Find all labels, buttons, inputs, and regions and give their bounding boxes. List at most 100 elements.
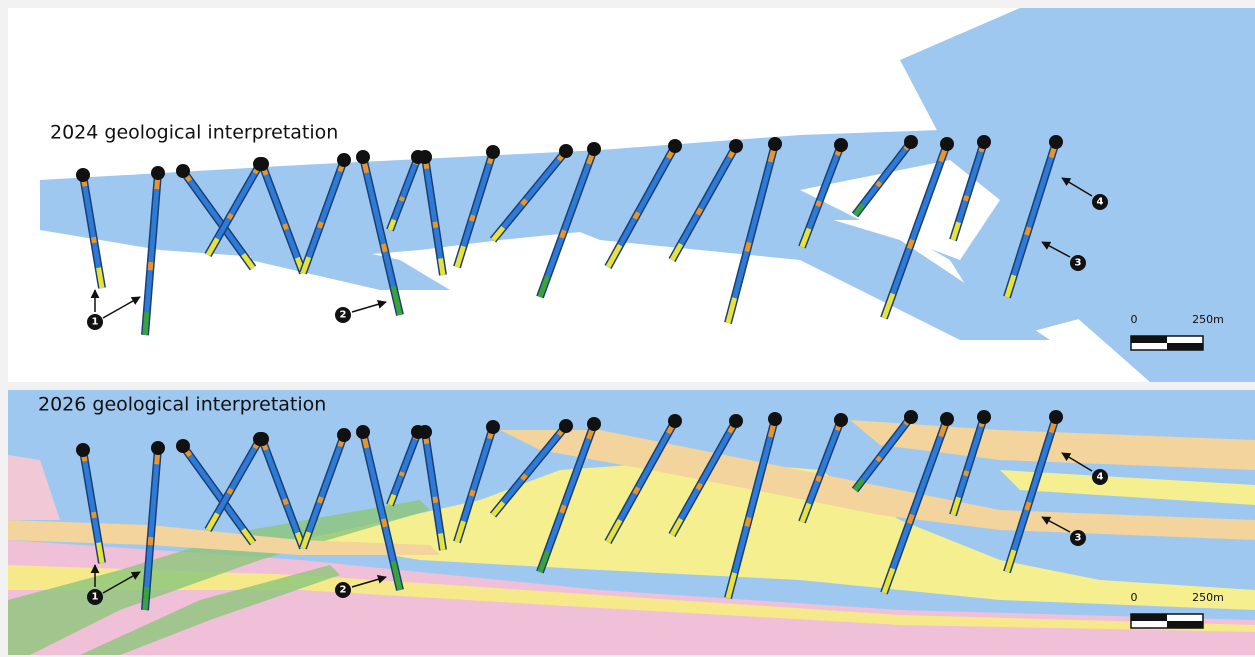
panel-2026: 2026 geological interpretation: [8, 390, 1255, 655]
drillhole: [387, 431, 421, 506]
drillhole: [387, 156, 421, 231]
drillhole-interval: [963, 470, 970, 477]
drillhole: [180, 169, 256, 270]
drillhole-interval: [1004, 549, 1017, 573]
collar: [356, 425, 370, 439]
drillhole: [537, 423, 597, 573]
callout-badge: [1070, 255, 1086, 271]
collar: [587, 417, 601, 431]
collar: [255, 157, 269, 171]
drillhole-interval: [205, 512, 220, 532]
callout-label: 4: [1097, 472, 1104, 483]
drillhole: [1004, 416, 1059, 573]
drillhole-interval: [632, 486, 641, 495]
drillhole-interval: [387, 493, 397, 506]
drillhole: [300, 159, 347, 274]
drillhole-interval: [491, 500, 506, 517]
scale-bar-segment: [1131, 614, 1167, 621]
collar: [176, 439, 190, 453]
drillhole-interval: [226, 487, 234, 495]
drillhole-interval: [147, 261, 154, 271]
callout-arrow: [351, 574, 387, 588]
callout-label: 1: [92, 592, 99, 603]
scale-start: 0: [1131, 313, 1138, 326]
drillhole-interval: [744, 241, 752, 253]
drillhole-interval: [380, 518, 388, 528]
drillhole-interval: [744, 516, 752, 528]
callout-badge: [1070, 530, 1086, 546]
drillholes: [76, 135, 1063, 336]
collar: [834, 413, 848, 427]
drillhole-interval: [390, 560, 403, 591]
drillhole-interval: [226, 212, 234, 220]
collar: [151, 441, 165, 455]
callout-arrow: [1041, 241, 1071, 258]
callout-badge: [87, 589, 103, 605]
callout-arrow: [102, 571, 141, 594]
collar: [587, 142, 601, 156]
collar: [940, 137, 954, 151]
drillhole: [491, 424, 568, 517]
collar: [559, 144, 573, 158]
drillhole-interval: [90, 236, 97, 244]
drillhole-interval: [815, 475, 822, 483]
callout-badge: [1092, 469, 1108, 485]
collar: [76, 443, 90, 457]
drillhole: [853, 415, 913, 492]
drillhole-interval: [398, 471, 405, 477]
layer: [850, 420, 1255, 470]
collar: [337, 153, 351, 167]
collar: [977, 410, 991, 424]
callout-badge: [335, 582, 351, 598]
drillhole-interval: [767, 148, 777, 163]
drillhole-interval: [454, 245, 466, 268]
drillhole: [1004, 141, 1059, 298]
callout-arrow: [1041, 516, 1071, 533]
annotations: 1 2 3 4 0 250m 1 2 3 4 0 250m: [87, 177, 1224, 629]
callout-label: 4: [1097, 197, 1104, 208]
panel-title: 2026 geological interpretation: [38, 394, 326, 416]
drillhole-interval: [669, 242, 684, 262]
drillhole-interval: [317, 221, 324, 229]
drillhole-interval: [875, 455, 883, 463]
panel-title: 2024 geological interpretation: [50, 122, 338, 144]
drillhole: [669, 419, 739, 537]
drillhole-interval: [469, 214, 476, 222]
drillhole-interval: [938, 423, 948, 438]
drillhole-interval: [799, 502, 812, 523]
drillhole: [853, 140, 913, 217]
drillhole-interval: [241, 252, 256, 270]
drillhole-interval: [537, 275, 550, 298]
drillhole: [422, 431, 446, 551]
drillhole: [422, 156, 446, 276]
drillhole-interval: [90, 511, 97, 519]
gap: [800, 160, 1000, 260]
drillhole: [881, 418, 950, 594]
drillhole-interval: [491, 225, 506, 242]
drillhole-interval: [605, 244, 623, 269]
drillhole-interval: [387, 218, 397, 231]
drillhole-interval: [669, 517, 684, 537]
callout-badge: [1092, 194, 1108, 210]
drillhole-interval: [799, 227, 812, 248]
drillhole: [259, 438, 306, 549]
drillhole-interval: [432, 496, 439, 504]
drillholes: [76, 410, 1063, 611]
collar: [834, 138, 848, 152]
drillhole-interval: [605, 519, 623, 544]
collar: [940, 412, 954, 426]
drillhole-interval: [282, 498, 289, 506]
drillhole-interval: [300, 531, 312, 549]
drillhole-interval: [390, 285, 403, 316]
layer: [80, 565, 340, 655]
scale-bar-segment: [1167, 621, 1203, 628]
drillhole-interval: [881, 567, 896, 594]
drillhole-interval: [767, 423, 777, 438]
collar: [668, 414, 682, 428]
scale-end: 250m: [1192, 313, 1224, 326]
drillhole-interval: [520, 473, 528, 481]
callout-arrow: [1061, 177, 1093, 197]
drillhole-interval: [632, 211, 641, 220]
